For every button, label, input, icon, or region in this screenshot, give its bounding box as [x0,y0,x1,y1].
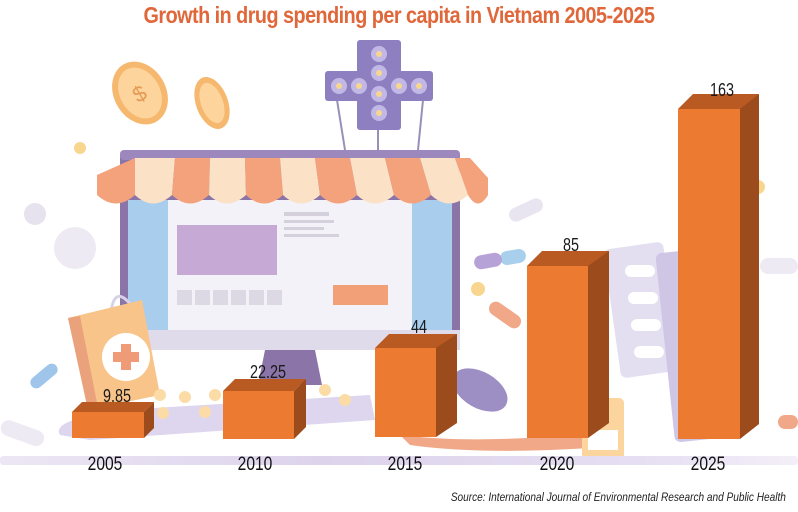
value-label-2010: 22.25 [250,362,287,382]
bar-2015 [375,334,457,437]
coin-icon [194,77,230,129]
value-label-2020: 85 [563,235,580,255]
bar-2025 [678,94,759,439]
year-label-2025: 2025 [690,454,726,475]
chart-title: Growth in drug spending per capita in Vi… [143,2,655,28]
year-label-2015: 2015 [387,454,423,475]
pharmacy-cross-sign-icon [325,40,433,151]
source-note: Source: International Journal of Environ… [450,490,786,504]
value-label-2015: 44 [411,317,428,337]
coin-icon: $ [112,61,168,125]
bar-2005 [72,402,154,438]
year-label-2005: 2005 [87,454,123,475]
store-awning-icon [97,150,488,204]
value-label-2005: 9.85 [103,386,132,406]
shopping-bag-icon [68,295,160,410]
year-label-2020: 2020 [539,454,575,475]
bar-2010 [223,379,306,439]
chart-baseline [0,456,798,465]
bar-2020 [527,251,609,438]
year-label-2010: 2010 [237,454,273,475]
pill-icon [0,142,798,447]
value-label-2025: 163 [710,80,735,100]
